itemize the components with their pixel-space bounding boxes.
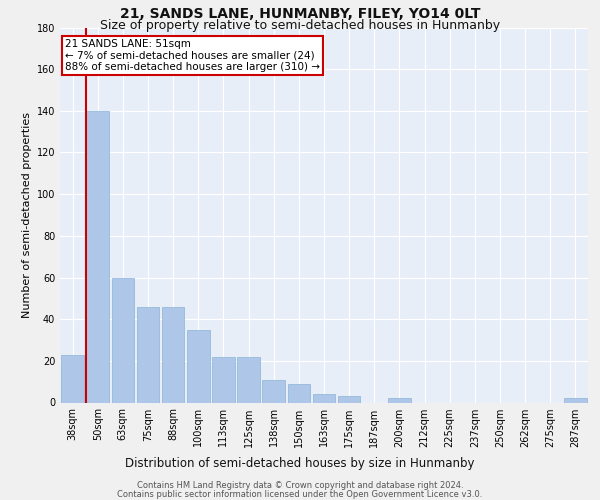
Y-axis label: Number of semi-detached properties: Number of semi-detached properties — [22, 112, 32, 318]
Text: Distribution of semi-detached houses by size in Hunmanby: Distribution of semi-detached houses by … — [125, 458, 475, 470]
Text: 21, SANDS LANE, HUNMANBY, FILEY, YO14 0LT: 21, SANDS LANE, HUNMANBY, FILEY, YO14 0L… — [120, 8, 480, 22]
Bar — [187, 330, 209, 402]
Bar — [287, 384, 310, 402]
Bar — [338, 396, 361, 402]
Text: Contains public sector information licensed under the Open Government Licence v3: Contains public sector information licen… — [118, 490, 482, 499]
Bar — [86, 111, 109, 403]
Bar — [61, 354, 84, 403]
Text: 21 SANDS LANE: 51sqm
← 7% of semi-detached houses are smaller (24)
88% of semi-d: 21 SANDS LANE: 51sqm ← 7% of semi-detach… — [65, 39, 320, 72]
Bar — [262, 380, 285, 402]
Bar — [212, 356, 235, 403]
Bar — [313, 394, 335, 402]
Bar — [564, 398, 587, 402]
Bar — [388, 398, 411, 402]
Bar — [237, 356, 260, 403]
Text: Size of property relative to semi-detached houses in Hunmanby: Size of property relative to semi-detach… — [100, 18, 500, 32]
Bar — [162, 306, 184, 402]
Text: Contains HM Land Registry data © Crown copyright and database right 2024.: Contains HM Land Registry data © Crown c… — [137, 481, 463, 490]
Bar — [137, 306, 160, 402]
Bar — [112, 278, 134, 402]
